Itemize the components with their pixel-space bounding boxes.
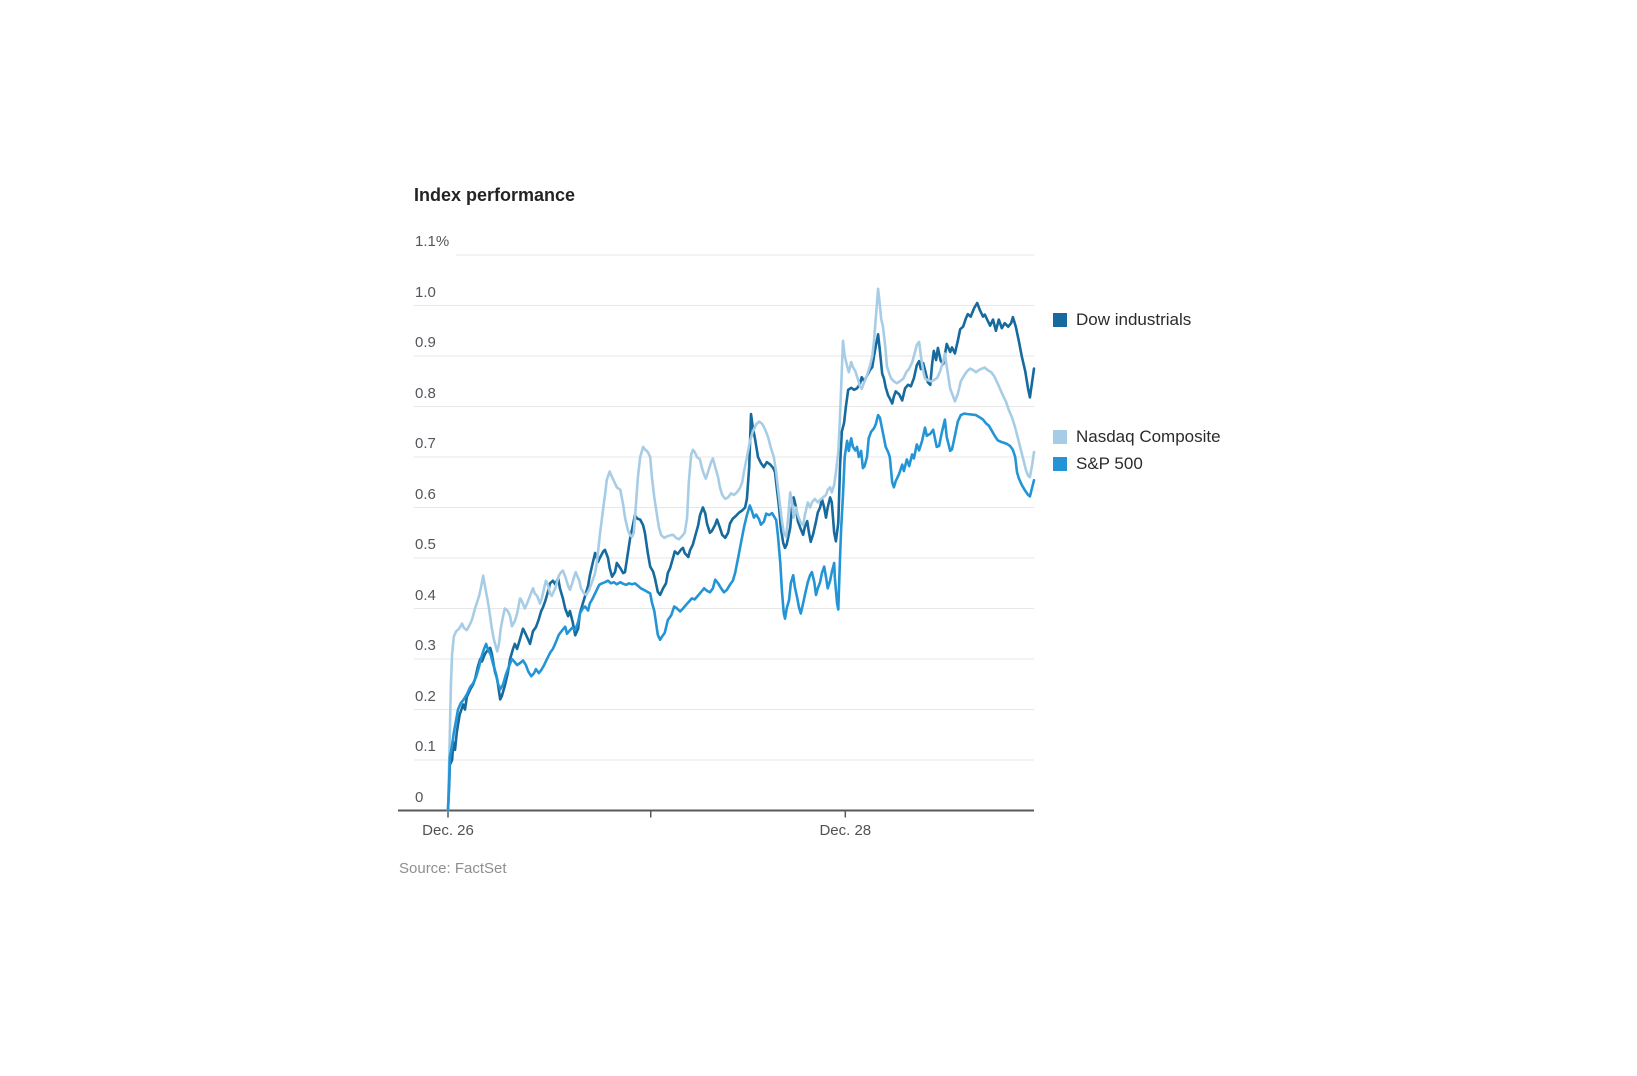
y-axis-label: 1.0	[415, 283, 436, 301]
legend-item-dow-industrials: Dow industrials	[1053, 310, 1192, 329]
y-axis-label: 0.4	[415, 586, 436, 604]
y-axis-label: 0.2	[415, 687, 436, 705]
legend-label: S&P 500	[1076, 454, 1143, 473]
x-axis-label: Dec. 26	[422, 822, 474, 839]
source-attribution: Source: FactSet	[399, 860, 507, 877]
y-axis-label: 0.9	[415, 334, 436, 351]
legend-label: Dow industrials	[1076, 310, 1192, 329]
y-axis-label: 0.1	[415, 738, 436, 755]
y-axis-label: 0.5	[415, 536, 436, 553]
legend-label: Nasdaq Composite	[1076, 427, 1221, 446]
legend-item-nasdaq-composite: Nasdaq Composite	[1053, 427, 1221, 446]
y-axis-label: 1.1%	[415, 233, 450, 250]
nasdaq-legend-swatch-icon	[1053, 430, 1067, 444]
y-axis-label: 0.6	[415, 485, 436, 503]
y-axis-label: 0.7	[415, 435, 436, 452]
legend-item-sp-500: S&P 500	[1053, 454, 1143, 473]
y-axis-label: 0.8	[415, 384, 436, 402]
dow-legend-swatch-icon	[1053, 313, 1067, 327]
y-axis-label: 0	[415, 788, 424, 806]
sp500-legend-swatch-icon	[1053, 457, 1067, 471]
x-axis-label: Dec. 28	[819, 822, 872, 839]
chart-title: Index performance	[414, 185, 576, 205]
y-axis-label: 0.3	[415, 637, 436, 654]
